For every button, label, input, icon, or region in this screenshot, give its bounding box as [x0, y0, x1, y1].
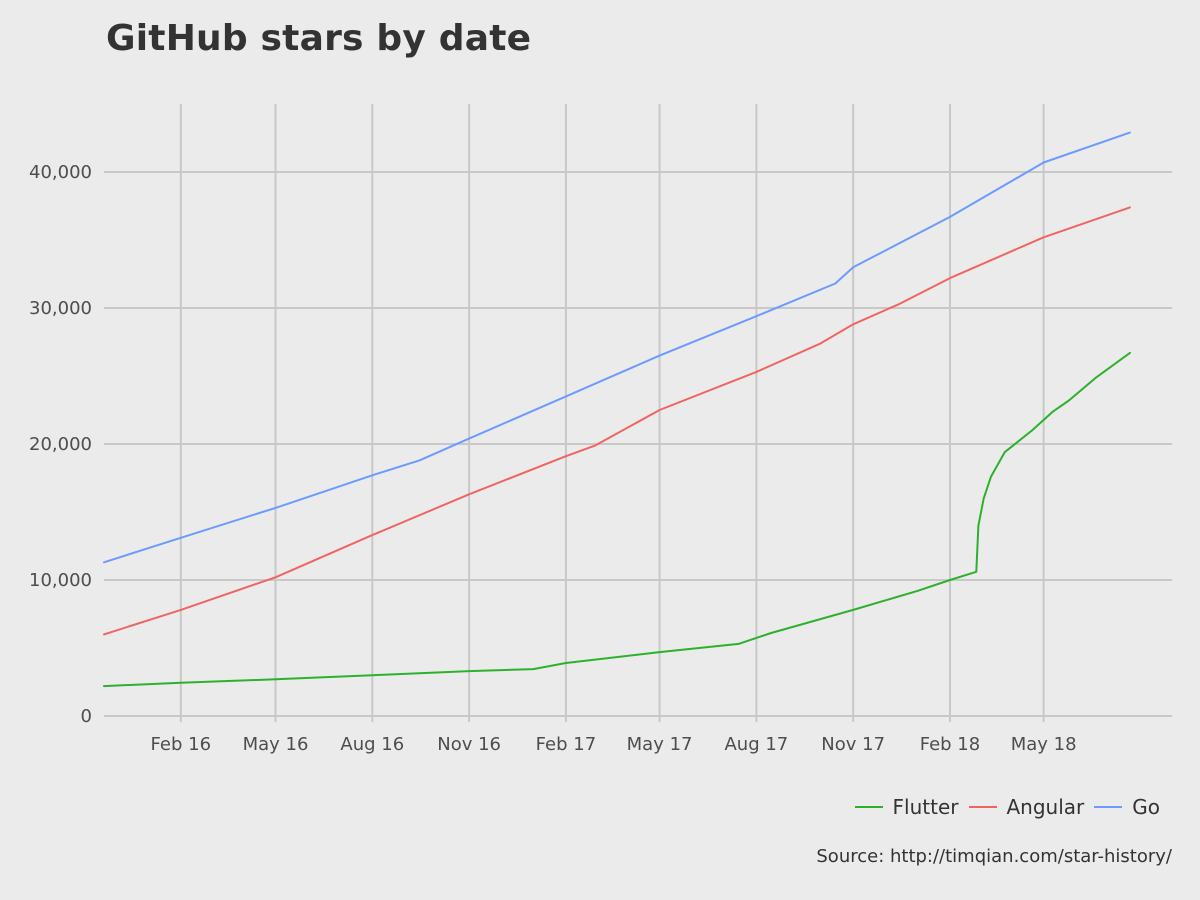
x-tick-label: May 18 [1011, 734, 1077, 755]
series-line-flutter [103, 351, 1131, 688]
legend-item-angular: Angular [968, 795, 1085, 819]
x-tick-label: Nov 16 [437, 734, 501, 755]
x-tick-label: Feb 17 [536, 734, 597, 755]
legend-label-go: Go [1132, 795, 1160, 819]
y-tick-label: 0 [81, 706, 92, 727]
grid-lines [104, 104, 1172, 722]
legend-swatch-go [1094, 806, 1123, 808]
y-tick-label: 30,000 [29, 298, 92, 319]
series-lines [103, 131, 1131, 688]
y-tick-label: 40,000 [29, 162, 92, 183]
legend-swatch-flutter [854, 806, 883, 808]
x-tick-label: Feb 16 [151, 734, 212, 755]
x-tick-label: Aug 16 [340, 734, 404, 755]
x-tick-label: Nov 17 [821, 734, 885, 755]
y-tick-label: 20,000 [29, 434, 92, 455]
series-line-angular [103, 206, 1131, 636]
x-tick-label: May 17 [627, 734, 693, 755]
axis-tick-labels: 0 10,000 20,000 30,000 40,000 Feb 16 May 16 Aug… [29, 162, 1077, 755]
legend: Flutter Angular Go [854, 795, 1160, 819]
legend-label-angular: Angular [1006, 795, 1085, 819]
legend-label-flutter: Flutter [892, 795, 959, 819]
series-line-go [103, 131, 1131, 564]
legend-item-flutter: Flutter [854, 795, 959, 819]
y-tick-label: 10,000 [29, 570, 92, 591]
legend-swatch-angular [968, 806, 997, 808]
legend-item-go: Go [1094, 795, 1160, 819]
x-tick-label: May 16 [243, 734, 309, 755]
source-caption: Source: http://timqian.com/star-history/ [816, 846, 1172, 867]
x-tick-label: Feb 18 [920, 734, 981, 755]
x-tick-label: Aug 17 [724, 734, 788, 755]
chart-title: GitHub stars by date [106, 18, 532, 59]
